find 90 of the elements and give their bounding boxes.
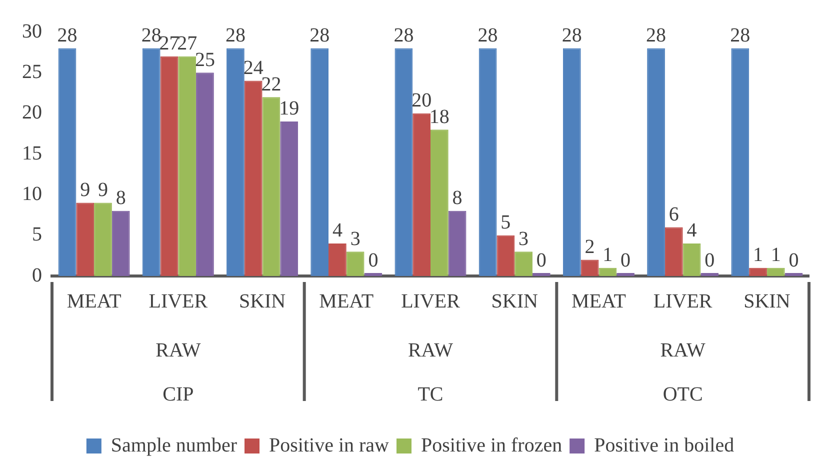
text: CIP: [162, 383, 194, 406]
x-tick-label: MEAT: [319, 290, 374, 312]
bar: [664, 227, 683, 276]
bar: [346, 252, 364, 276]
x-tick-label: LIVER: [653, 290, 713, 312]
y-tick-label: 10: [22, 182, 42, 205]
y-tick-label: 15: [22, 142, 42, 164]
data-label: 9: [98, 179, 108, 202]
data-label: 28: [57, 24, 78, 47]
legend-label: Positive in frozen: [420, 434, 562, 456]
data-label: 18: [429, 106, 450, 128]
y-tick-label: 0: [32, 264, 42, 286]
bar: [412, 113, 430, 276]
data-label: 28: [730, 24, 750, 47]
bar: [731, 48, 750, 276]
bar: [112, 210, 130, 276]
data-label: 3: [350, 228, 360, 250]
bar: [58, 48, 76, 276]
data-label: 1: [602, 244, 613, 266]
data-label: 4: [686, 220, 697, 242]
text: RAW: [156, 339, 201, 362]
text: RAW: [408, 339, 454, 362]
data-label: 0: [368, 249, 378, 272]
text: TC: [418, 383, 444, 406]
y-tick-label: 30: [22, 20, 42, 42]
data-label: 28: [141, 24, 162, 47]
data-label: 9: [80, 179, 90, 202]
bar: [448, 210, 466, 276]
bar: [749, 268, 767, 276]
x-tick-label: SKIN: [491, 290, 538, 312]
legend-label: Positive in boiled: [594, 434, 734, 456]
data-label: 28: [646, 24, 666, 47]
x-tick-label: MEAT: [66, 290, 122, 312]
bar: [598, 268, 617, 276]
bar: [244, 80, 262, 276]
text: RAW: [660, 339, 706, 362]
data-label: 28: [225, 24, 246, 47]
x-tick-label: LIVER: [401, 290, 461, 312]
bar: [310, 48, 329, 276]
bar: [160, 56, 178, 276]
bar: [394, 48, 413, 276]
bar: [178, 56, 196, 276]
data-label: 20: [412, 90, 432, 112]
bar: [262, 97, 280, 276]
bar: [496, 235, 515, 276]
x-tick-label: SKIN: [744, 290, 790, 312]
data-label: 27: [159, 32, 180, 55]
data-label: 3: [518, 228, 529, 250]
bar: [647, 48, 665, 276]
bar: [94, 202, 112, 276]
bar: [430, 130, 448, 276]
data-label: 19: [279, 98, 300, 120]
text: OTC: [662, 383, 703, 406]
y-tick-label: 5: [32, 224, 42, 246]
data-label: 8: [116, 187, 126, 210]
legend-label: Positive in raw: [269, 434, 390, 456]
data-label: 8: [452, 187, 462, 210]
bar: [478, 48, 497, 276]
data-label: 22: [261, 73, 282, 96]
bar: [142, 48, 160, 276]
x-tick-label: MEAT: [571, 290, 626, 312]
data-label: 28: [562, 24, 582, 47]
x-tick-label: LIVER: [148, 290, 208, 312]
bar: [280, 121, 298, 276]
legend-label: Sample number: [110, 434, 238, 456]
data-label: 0: [620, 249, 631, 272]
data-label: 27: [177, 32, 198, 55]
bar: [514, 252, 532, 276]
data-label: 1: [770, 244, 781, 266]
data-label: 4: [332, 220, 342, 242]
data-label: 0: [536, 249, 546, 272]
data-label: 0: [704, 249, 715, 272]
data-label: 6: [668, 203, 679, 226]
bar: [196, 72, 214, 276]
data-label: 2: [584, 236, 595, 258]
data-label: 1: [753, 244, 764, 266]
data-label: 0: [788, 249, 799, 272]
bar: [682, 243, 701, 276]
x-tick-label: SKIN: [238, 290, 286, 312]
bar: [226, 48, 244, 276]
y-tick-label: 25: [22, 60, 42, 83]
bar: [328, 243, 346, 276]
data-label: 28: [394, 24, 414, 47]
data-label: 5: [500, 212, 511, 234]
bar: [76, 202, 94, 276]
data-label: 28: [478, 24, 498, 47]
bar: [562, 48, 581, 276]
bar: [766, 268, 785, 276]
data-label: 28: [310, 24, 330, 47]
y-tick-label: 20: [22, 102, 42, 124]
